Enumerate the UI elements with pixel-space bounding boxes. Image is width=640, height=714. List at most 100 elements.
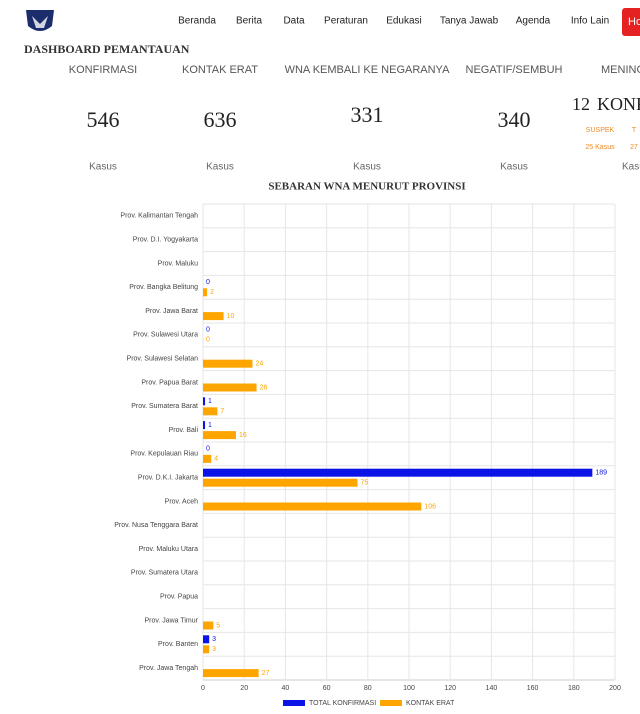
stat-label: NEGATIF/SEMBUH (466, 64, 563, 76)
data-label: 3 (212, 646, 216, 653)
hotline-button[interactable] (622, 8, 640, 36)
data-label: 26 (260, 384, 268, 391)
y-tick-label: Prov. Kepulauan Riau (130, 451, 198, 458)
x-tick-label: 200 (609, 685, 621, 692)
y-tick-label: Prov. Bangka Belitung (129, 284, 198, 291)
data-label: 189 (595, 470, 607, 477)
data-label: 0 (206, 337, 210, 344)
stat-unit: Kasus (500, 162, 528, 173)
dashboard-title: DASHBOARD PEMANTAUAN (24, 42, 190, 56)
x-tick-label: 0 (201, 685, 205, 692)
bar (203, 454, 212, 463)
data-label: 0 (206, 327, 210, 334)
stat-value-suffix: KONF (597, 94, 640, 114)
x-tick-label: 160 (527, 685, 539, 692)
y-tick-label: Prov. Sumatera Barat (131, 403, 198, 410)
data-label: 75 (361, 480, 369, 487)
x-tick-label: 120 (444, 685, 456, 692)
y-tick-label: Prov. D.K.I. Jakarta (138, 475, 198, 482)
stat-label: KONFIRMASI (69, 64, 137, 76)
nav-link[interactable]: Beranda (178, 16, 216, 27)
data-label: 3 (212, 636, 216, 643)
bar (203, 645, 210, 654)
data-label: 24 (255, 361, 263, 368)
x-tick-label: 180 (568, 685, 580, 692)
nav-link[interactable]: Data (283, 16, 305, 27)
y-tick-label: Prov. Nusa Tenggara Barat (114, 522, 198, 529)
hotline-button-text[interactable]: Ho (628, 16, 640, 28)
bar (203, 502, 422, 511)
logo[interactable] (26, 10, 54, 31)
stat-label: KONTAK ERAT (182, 64, 258, 76)
y-tick-label: Prov. Papua Barat (141, 379, 198, 386)
sub-label: T (632, 127, 637, 134)
data-label: 0 (206, 279, 210, 286)
y-tick-label: Prov. Papua (160, 594, 198, 601)
y-tick-label: Prov. Bali (169, 427, 199, 434)
bar (203, 312, 224, 321)
bar (203, 421, 206, 430)
nav-link[interactable]: Agenda (516, 16, 551, 27)
sub-label: SUSPEK (586, 127, 615, 134)
stat-value: 12 (572, 94, 590, 114)
legend-swatch (380, 700, 402, 706)
bar (203, 383, 257, 392)
stat-unit: Kasu (622, 162, 640, 173)
stat-unit: Kasus (353, 162, 381, 173)
data-label: 106 (424, 503, 436, 510)
data-label: 1 (208, 398, 212, 405)
stat-value: 546 (87, 107, 120, 132)
data-label: 5 (216, 622, 220, 629)
bar (203, 359, 253, 368)
stat-value: 636 (204, 107, 237, 132)
stat-value: 331 (351, 102, 384, 127)
y-tick-label: Prov. Sulawesi Utara (133, 332, 198, 339)
data-label: 7 (220, 408, 224, 415)
x-tick-label: 40 (282, 685, 290, 692)
legend-label: TOTAL KONFIRMASI (309, 700, 376, 707)
data-label: 16 (239, 432, 247, 439)
nav-link[interactable]: Tanya Jawab (440, 16, 499, 27)
bar (203, 288, 208, 297)
y-tick-label: Prov. Banten (158, 641, 198, 648)
stat-value: 340 (498, 107, 531, 132)
data-label: 2 (210, 289, 214, 296)
stat-label: MENING (601, 64, 640, 76)
nav-link[interactable]: Berita (236, 16, 263, 27)
x-tick-label: 80 (364, 685, 372, 692)
stat-unit: Kasus (89, 162, 117, 173)
chart-title: SEBARAN WNA MENURUT PROVINSI (268, 181, 465, 193)
y-tick-label: Prov. Maluku (158, 260, 198, 267)
x-tick-label: 60 (323, 685, 331, 692)
bar (203, 669, 259, 678)
sub-value: 27 (630, 144, 638, 151)
bar (203, 478, 358, 487)
legend-label: KONTAK ERAT (406, 700, 455, 707)
y-tick-label: Prov. Jawa Tengah (139, 665, 198, 672)
x-tick-label: 20 (240, 685, 248, 692)
bar (203, 397, 206, 406)
nav-link[interactable]: Edukasi (386, 16, 422, 27)
y-tick-label: Prov. Jawa Barat (145, 308, 198, 315)
bar (203, 468, 593, 477)
legend-swatch (283, 700, 305, 706)
data-label: 4 (214, 456, 218, 463)
y-tick-label: Prov. Sulawesi Selatan (127, 356, 199, 363)
nav-link[interactable]: Peraturan (324, 16, 368, 27)
nav-link[interactable]: Info Lain (571, 16, 609, 27)
stat-label: WNA KEMBALI KE NEGARANYA (285, 64, 451, 76)
bar (203, 431, 236, 440)
y-tick-label: Prov. Sumatera Utara (131, 570, 198, 577)
y-tick-label: Prov. D.I. Yogyakarta (133, 237, 198, 244)
data-label: 0 (206, 446, 210, 453)
y-tick-label: Prov. Kalimantan Tengah (120, 213, 198, 220)
bar (203, 407, 218, 416)
x-tick-label: 100 (403, 685, 415, 692)
y-tick-label: Prov. Maluku Utara (139, 546, 198, 553)
sub-value: 25 Kasus (585, 144, 615, 151)
x-tick-label: 140 (486, 685, 498, 692)
bar (203, 635, 210, 644)
data-label: 10 (227, 313, 235, 320)
